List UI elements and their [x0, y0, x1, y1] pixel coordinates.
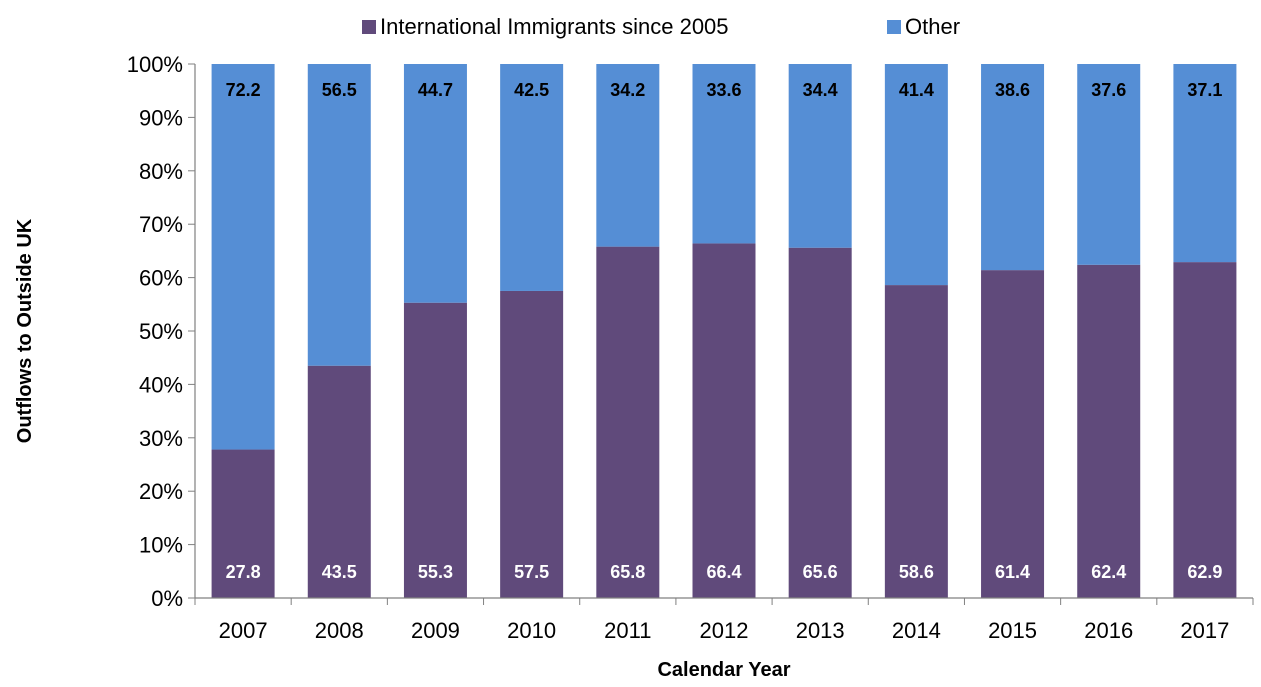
- y-tick-label: 50%: [139, 319, 183, 344]
- data-label-2017-immigrants: 62.9: [1187, 562, 1222, 582]
- data-label-2015-other: 38.6: [995, 80, 1030, 100]
- x-tick-label: 2013: [796, 618, 845, 643]
- bars: [211, 64, 1237, 599]
- bar-segment-2014-immigrants: [884, 285, 948, 598]
- x-tick-label: 2007: [219, 618, 268, 643]
- data-label-2008-immigrants: 43.5: [322, 562, 357, 582]
- bar-segment-2011-immigrants: [596, 246, 660, 598]
- bar-segment-2010-immigrants: [500, 290, 564, 598]
- bar-segment-2010-other: [500, 64, 564, 291]
- bar-segment-2009-other: [403, 64, 467, 303]
- bar-segment-2009-immigrants: [403, 302, 467, 598]
- bar-segment-2013-other: [788, 64, 852, 248]
- data-label-2010-immigrants: 57.5: [514, 562, 549, 582]
- bar-segment-2016-other: [1077, 64, 1141, 265]
- data-labels: 27.8 72.2 43.5 56.5 55.3 44.7 57.5 42.5 65.8 34.2…: [226, 80, 1223, 582]
- y-tick-label: 10%: [139, 533, 183, 558]
- x-tick-label: 2014: [892, 618, 941, 643]
- bar-segment-2011-other: [596, 64, 660, 247]
- data-label-2008-other: 56.5: [322, 80, 357, 100]
- bar-segment-2012-immigrants: [692, 243, 756, 599]
- data-label-2009-immigrants: 55.3: [418, 562, 453, 582]
- y-tick-label: 40%: [139, 372, 183, 397]
- x-axis-title: Calendar Year: [657, 659, 790, 681]
- bar-segment-2016-immigrants: [1077, 264, 1141, 598]
- data-label-2009-other: 44.7: [418, 80, 453, 100]
- x-tick-label: 2011: [604, 618, 651, 643]
- y-axis-title: Outflows to Outside UK: [14, 218, 36, 443]
- y-tick-label: 80%: [139, 159, 183, 184]
- bar-segment-2007-immigrants: [211, 449, 275, 598]
- data-label-2014-immigrants: 58.6: [899, 562, 934, 582]
- data-label-2007-other: 72.2: [226, 80, 261, 100]
- x-tick-label: 2009: [411, 618, 460, 643]
- data-label-2014-other: 41.4: [899, 80, 934, 100]
- legend-label-immigrants: International Immigrants since 2005: [380, 14, 729, 39]
- data-label-2013-immigrants: 65.6: [803, 562, 838, 582]
- legend: International Immigrants since 2005 Other: [362, 14, 960, 39]
- data-label-2017-other: 37.1: [1187, 80, 1222, 100]
- x-tick-label: 2010: [507, 618, 556, 643]
- data-label-2012-immigrants: 66.4: [706, 562, 741, 582]
- y-tick-label: 70%: [139, 212, 183, 237]
- data-label-2011-other: 34.2: [610, 80, 645, 100]
- axes: 0% 10% 20% 30% 40% 50% 60% 70% 80% 90% 100% 2007 200…: [127, 52, 1254, 643]
- bar-segment-2014-other: [884, 64, 948, 286]
- data-label-2016-other: 37.6: [1091, 80, 1126, 100]
- x-tick-label: 2012: [700, 618, 749, 643]
- data-label-2011-immigrants: 65.8: [610, 562, 645, 582]
- y-tick-label: 20%: [139, 479, 183, 504]
- y-tick-label: 30%: [139, 426, 183, 451]
- data-label-2010-other: 42.5: [514, 80, 549, 100]
- data-label-2013-other: 34.4: [803, 80, 838, 100]
- x-tick-label: 2016: [1084, 618, 1133, 643]
- y-tick-label: 60%: [139, 266, 183, 291]
- bar-segment-2017-other: [1173, 64, 1237, 263]
- x-tick-label: 2017: [1180, 618, 1229, 643]
- legend-swatch-other: [887, 20, 901, 34]
- x-tick-label: 2008: [315, 618, 364, 643]
- bar-segment-2012-other: [692, 64, 756, 244]
- bar-segment-2017-immigrants: [1173, 262, 1237, 598]
- bar-segment-2015-other: [981, 64, 1045, 271]
- data-label-2007-immigrants: 27.8: [226, 562, 261, 582]
- y-tick-label: 0%: [151, 586, 183, 611]
- legend-swatch-immigrants: [362, 20, 376, 34]
- data-label-2016-immigrants: 62.4: [1091, 562, 1126, 582]
- bar-segment-2008-immigrants: [307, 365, 371, 598]
- x-tick-label: 2015: [988, 618, 1037, 643]
- y-tick-label: 90%: [139, 105, 183, 130]
- bar-segment-2013-immigrants: [788, 247, 852, 598]
- bar-segment-2008-other: [307, 64, 371, 366]
- bar-segment-2007-other: [211, 64, 275, 450]
- data-label-2012-other: 33.6: [706, 80, 741, 100]
- data-label-2015-immigrants: 61.4: [995, 562, 1030, 582]
- y-tick-label: 100%: [127, 52, 183, 77]
- bar-segment-2015-immigrants: [981, 270, 1045, 598]
- legend-label-other: Other: [905, 14, 960, 39]
